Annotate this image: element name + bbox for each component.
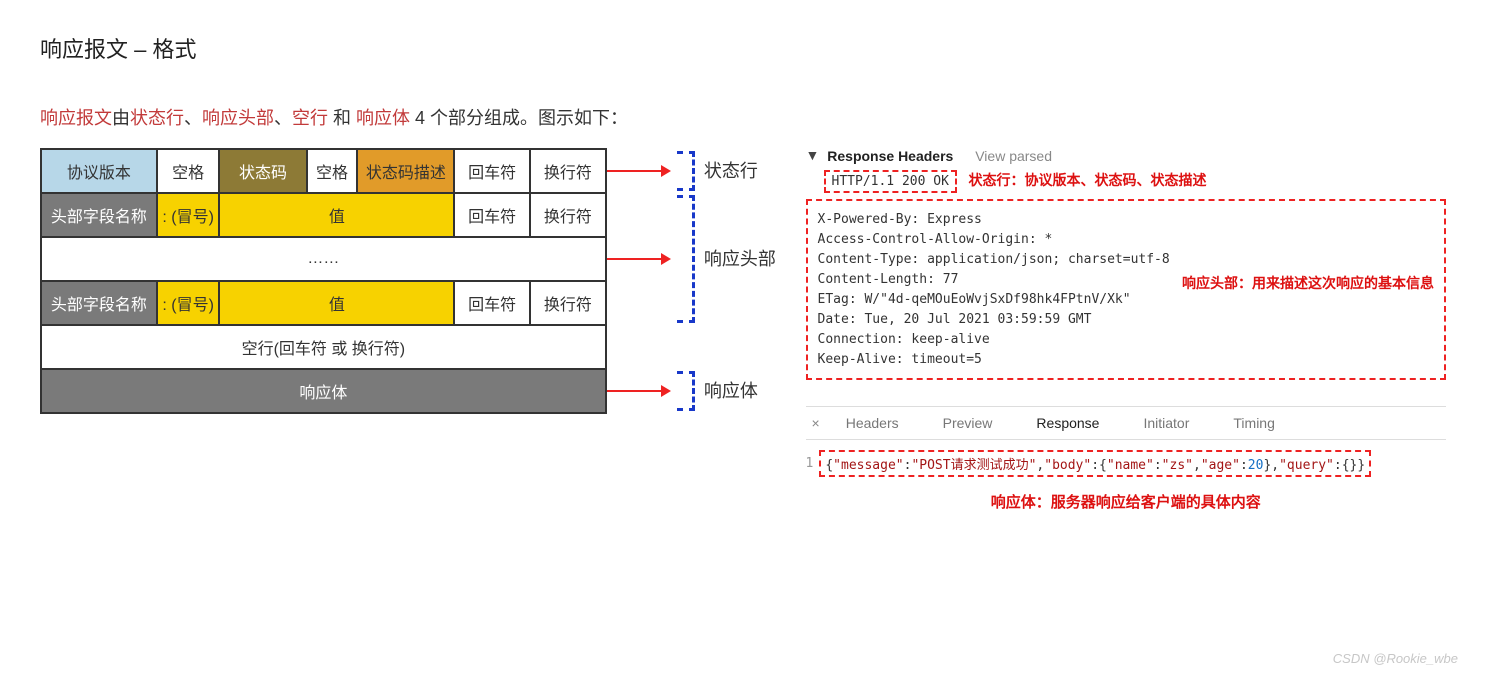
diagram-blank-line: 空行(回车符 或 换行符) — [41, 325, 606, 369]
diagram-cell: 回车符 — [454, 193, 530, 237]
response-header-line: Content-Type: application/json; charset=… — [818, 252, 1434, 267]
devtools-tab-preview[interactable]: Preview — [943, 415, 993, 431]
diagram-cell: 状态码描述 — [357, 149, 454, 193]
diagram-ellipsis: …… — [41, 237, 606, 281]
section-label-headers: 响应头部 — [700, 236, 776, 280]
response-headers-annotation: 响应头部：用来描述这次响应的基本信息 — [1182, 273, 1434, 293]
close-icon[interactable]: × — [812, 415, 820, 431]
diagram-cell: : (冒号) — [157, 193, 220, 237]
status-line-box: HTTP/1.1 200 OK — [824, 170, 957, 193]
page-title: 响应报文 – 格式 — [40, 32, 1446, 64]
diagram-cell: 回车符 — [454, 281, 530, 325]
response-headers-label: Response Headers — [827, 148, 953, 164]
diagram-cell: 换行符 — [530, 149, 606, 193]
response-header-line: ETag: W/"4d-qeMOuEoWvjSxDf98hk4FPtnV/Xk" — [818, 292, 1434, 307]
diagram-cell: 换行符 — [530, 281, 606, 325]
devtools-tab-timing[interactable]: Timing — [1233, 415, 1275, 431]
diagram-cell: 换行符 — [530, 193, 606, 237]
section-label-body: 响应体 — [700, 368, 758, 412]
diagram-cell: 空格 — [157, 149, 220, 193]
diagram-cell: 协议版本 — [41, 149, 157, 193]
diagram-cell: 值 — [219, 281, 454, 325]
subtitle: 响应报文由状态行、响应头部、空行 和 响应体 4 个部分组成。图示如下： — [40, 104, 1446, 130]
response-body-json: {"message":"POST请求测试成功","body":{"name":"… — [819, 450, 1371, 477]
response-body-annotation: 响应体：服务器响应给客户端的具体内容 — [806, 491, 1446, 512]
devtools-tab-headers[interactable]: Headers — [846, 415, 899, 431]
view-parsed-link[interactable]: View parsed — [975, 148, 1052, 164]
format-diagram: 协议版本空格状态码空格状态码描述回车符换行符头部字段名称: (冒号)值回车符换行… — [40, 148, 778, 414]
devtools-tab-initiator[interactable]: Initiator — [1143, 415, 1189, 431]
diagram-cell: 状态码 — [219, 149, 306, 193]
diagram-cell: 空格 — [307, 149, 358, 193]
response-header-line: Connection: keep-alive — [818, 332, 1434, 347]
disclosure-triangle-icon[interactable]: ▼ — [806, 147, 820, 163]
devtools-tabs: × Headers Preview Response Initiator Timing — [806, 406, 1446, 440]
diagram-cell: 头部字段名称 — [41, 193, 157, 237]
devtools-panel: ▼ Response Headers View parsed HTTP/1.1 … — [806, 148, 1446, 512]
section-label-status: 状态行 — [700, 148, 758, 192]
devtools-tab-response[interactable]: Response — [1036, 415, 1099, 431]
diagram-body-row: 响应体 — [41, 369, 606, 413]
response-header-line: Date: Tue, 20 Jul 2021 03:59:59 GMT — [818, 312, 1434, 327]
response-header-line: X-Powered-By: Express — [818, 212, 1434, 227]
diagram-cell: 回车符 — [454, 149, 530, 193]
diagram-cell: : (冒号) — [157, 281, 220, 325]
response-header-line: Access-Control-Allow-Origin: * — [818, 232, 1434, 247]
response-header-line: Keep-Alive: timeout=5 — [818, 352, 1434, 367]
response-headers-title[interactable]: ▼ Response Headers View parsed — [806, 148, 1446, 164]
status-line-annotation: 状态行：协议版本、状态码、状态描述 — [969, 172, 1207, 188]
response-body-row: 1 {"message":"POST请求测试成功","body":{"name"… — [806, 450, 1446, 477]
diagram-cell: 头部字段名称 — [41, 281, 157, 325]
line-number: 1 — [806, 456, 814, 471]
response-headers-box: 响应头部：用来描述这次响应的基本信息 X-Powered-By: Express… — [806, 199, 1446, 380]
watermark: CSDN @Rookie_wbe — [1333, 651, 1458, 666]
diagram-cell: 值 — [219, 193, 454, 237]
